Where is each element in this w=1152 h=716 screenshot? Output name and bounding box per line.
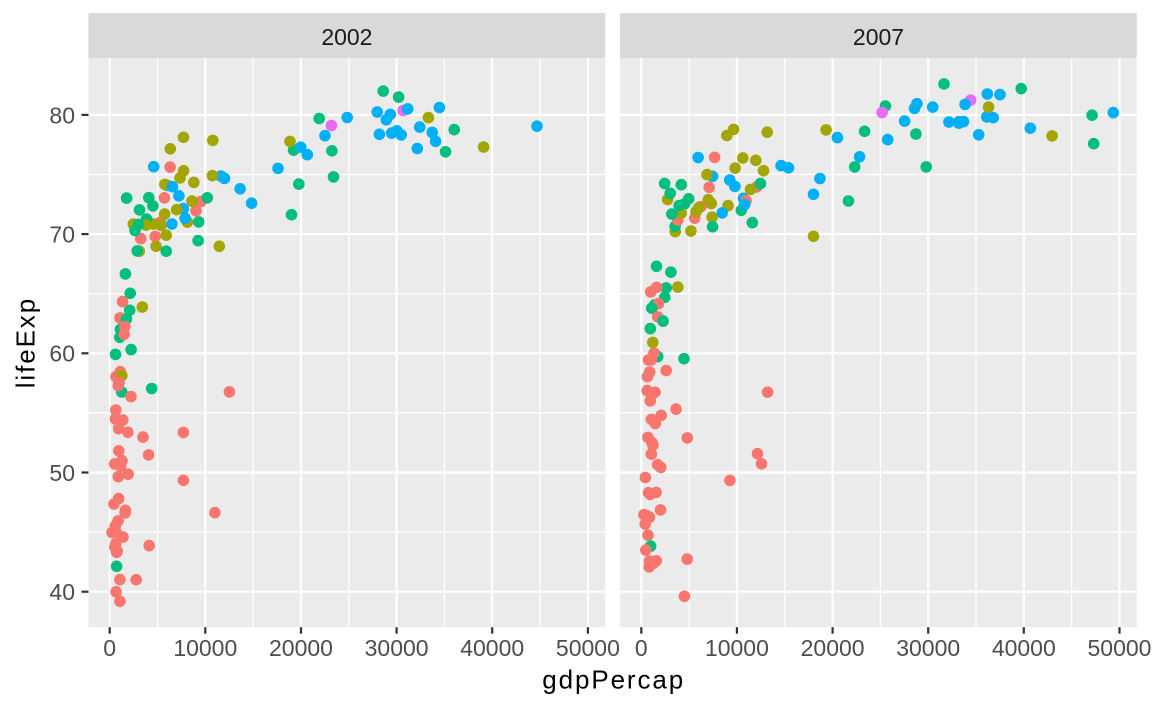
svg-text:50: 50 xyxy=(49,460,75,486)
svg-text:10000: 10000 xyxy=(173,635,237,661)
svg-text:30000: 30000 xyxy=(365,635,429,661)
svg-text:40000: 40000 xyxy=(992,635,1056,661)
svg-text:30000: 30000 xyxy=(896,635,960,661)
svg-text:50000: 50000 xyxy=(1088,635,1152,661)
svg-text:40: 40 xyxy=(49,579,75,605)
svg-text:lifeExp: lifeExp xyxy=(11,297,41,388)
svg-text:2007: 2007 xyxy=(853,24,904,50)
svg-text:40000: 40000 xyxy=(460,635,524,661)
svg-text:80: 80 xyxy=(49,102,75,128)
svg-text:10000: 10000 xyxy=(705,635,769,661)
svg-text:70: 70 xyxy=(49,222,75,248)
svg-text:20000: 20000 xyxy=(269,635,333,661)
svg-text:0: 0 xyxy=(103,635,116,661)
svg-text:gdpPercap: gdpPercap xyxy=(542,665,685,695)
svg-text:20000: 20000 xyxy=(801,635,865,661)
svg-text:60: 60 xyxy=(49,341,75,367)
svg-text:2002: 2002 xyxy=(321,24,372,50)
svg-text:50000: 50000 xyxy=(556,635,620,661)
svg-text:0: 0 xyxy=(635,635,648,661)
